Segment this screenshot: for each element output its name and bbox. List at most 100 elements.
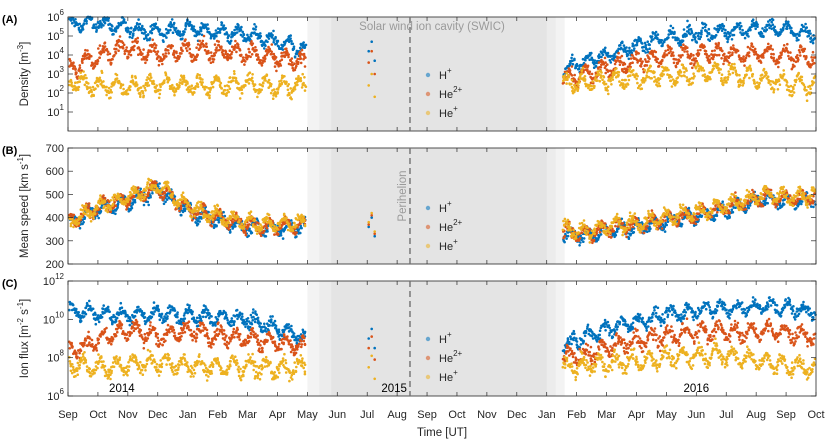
data-point [182,76,186,80]
data-point [787,20,790,24]
data-point [184,22,188,25]
data-point [810,56,813,59]
data-point [280,58,284,61]
data-point [155,84,158,87]
data-point [770,52,773,56]
data-point [752,78,756,82]
data-point [259,34,263,38]
data-point [217,76,220,79]
data-point [172,53,176,57]
data-point [119,82,123,86]
data-point [812,81,816,84]
data-point [672,61,676,65]
data-point [573,58,576,62]
data-point [701,66,704,70]
data-point [811,50,815,54]
data-point [264,235,268,238]
data-point [614,233,618,237]
data-point [571,87,575,90]
data-point [679,71,682,74]
data-point [732,44,735,47]
data-point [191,53,195,57]
data-point [700,69,703,72]
data-point [615,67,618,70]
data-point [731,71,735,75]
data-point [285,80,288,84]
data-point [151,38,154,42]
data-point [175,51,178,55]
data-point [782,73,786,76]
data-point [85,22,88,25]
data-point [211,85,215,89]
data-point [689,55,693,58]
data-point [716,208,720,212]
data-point [731,51,734,54]
data-point [757,56,760,60]
data-point [707,27,711,31]
data-point [588,72,591,76]
data-point [767,20,770,23]
data-point [74,68,77,71]
data-point [703,25,707,29]
data-point [88,53,91,56]
data-point [179,213,183,217]
data-point [230,223,233,226]
data-point [736,49,740,53]
data-point [302,81,305,85]
data-point [776,207,780,211]
data-point [195,33,199,36]
data-point [220,23,223,27]
data-point [600,55,603,59]
data-point [198,32,201,36]
data-point [299,231,302,235]
data-point [591,58,595,62]
data-point [722,62,725,66]
data-point [157,63,161,67]
data-point [791,93,794,97]
data-point [777,61,781,64]
data-point [663,52,666,55]
data-point [96,62,99,65]
data-point [682,28,686,31]
data-point [700,29,703,32]
data-point [179,78,182,81]
data-point [714,33,718,37]
data-point [715,47,719,50]
data-point [808,29,811,33]
data-point [566,78,569,81]
data-point [787,54,790,58]
data-point [158,28,162,31]
data-point [79,71,82,74]
data-point [188,47,192,51]
data-point [239,54,243,58]
data-point [756,23,759,26]
data-point [283,75,286,78]
data-point [678,74,681,77]
data-point [717,41,720,45]
data-point [621,78,624,82]
data-point [267,78,271,82]
data-point [726,59,729,63]
data-point [207,49,210,53]
data-point [167,52,170,55]
data-point [128,35,132,39]
data-point [667,68,670,72]
data-point [604,46,607,50]
data-point [686,19,689,23]
data-point [102,194,105,197]
data-point [90,88,93,92]
data-point [654,78,658,81]
data-point [728,51,731,54]
data-point [737,55,741,59]
data-point [720,77,723,80]
data-point [141,24,144,28]
data-point [683,74,686,78]
data-point [612,229,616,233]
data-point [610,83,613,86]
data-point [639,38,642,42]
data-point [136,40,139,43]
data-point [630,49,633,52]
data-point [716,24,720,28]
data-point [295,231,298,234]
data-point [598,230,602,234]
